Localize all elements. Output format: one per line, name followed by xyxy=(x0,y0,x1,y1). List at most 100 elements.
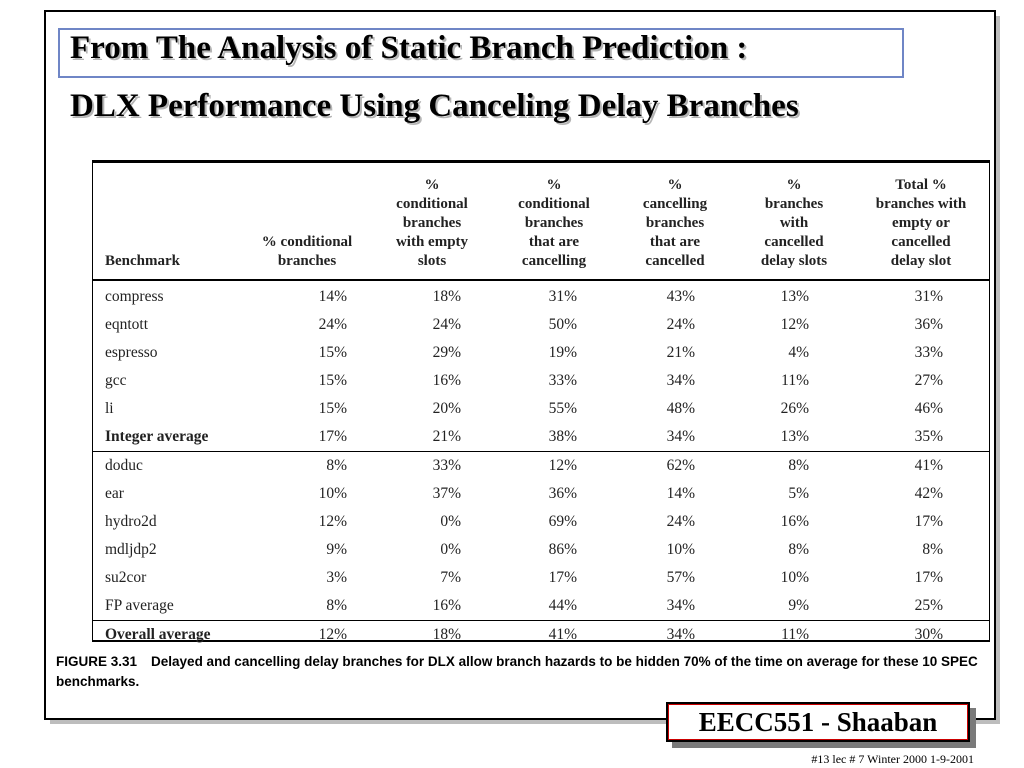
benchmark-name-cell: espresso xyxy=(105,344,158,361)
value-cell: 11% xyxy=(735,620,853,649)
value-cell: 0% xyxy=(440,513,461,530)
slide-frame-shadow-right xyxy=(996,16,1000,724)
value-cell: 8% xyxy=(735,451,853,480)
column-header-line: branches xyxy=(402,215,462,231)
value-cell: 34% xyxy=(666,372,695,389)
value-cell: 8% xyxy=(243,451,371,480)
benchmark-name-cell: compress xyxy=(105,288,164,305)
table-row: Overall average 12% 18% 41% 34% 11% 30% xyxy=(93,620,989,649)
slide-frame xyxy=(44,10,996,720)
column-header-line: slots xyxy=(417,253,447,269)
value-cell: 38% xyxy=(548,428,577,445)
column-header-line: conditional xyxy=(396,196,468,212)
value-cell: 27% xyxy=(914,372,943,389)
value-cell: 41% xyxy=(493,620,615,649)
column-header-line: Benchmark xyxy=(105,253,180,269)
value-cell: 7% xyxy=(440,569,461,586)
value-cell: 21% xyxy=(432,428,461,445)
column-header-line: % xyxy=(667,177,683,193)
column-header-0: Benchmark xyxy=(93,163,243,280)
value-cell: 8% xyxy=(788,541,809,558)
figure-caption: FIGURE 3.31 Delayed and cancelling delay … xyxy=(56,652,996,692)
column-header-6: Total % branches with empty or cancelled del… xyxy=(853,163,989,280)
value-cell: 29% xyxy=(432,344,461,361)
value-cell: 8% xyxy=(326,597,347,614)
value-cell: 44% xyxy=(548,597,577,614)
value-cell: 14% xyxy=(318,288,347,305)
value-cell: 9% xyxy=(788,597,809,614)
value-cell: 18% xyxy=(432,288,461,305)
value-cell: 24% xyxy=(666,316,695,333)
value-cell: 25% xyxy=(914,597,943,614)
course-badge-text: EECC551 - Shaaban xyxy=(698,707,938,737)
value-cell: 17% xyxy=(914,569,943,586)
value-cell: 20% xyxy=(432,400,461,417)
benchmark-name-cell: su2cor xyxy=(105,569,147,586)
value-cell: 5% xyxy=(788,485,809,502)
column-header-line: that are xyxy=(649,234,701,250)
slide-footer: #13 lec # 7 Winter 2000 1-9-2001 xyxy=(811,752,974,766)
column-header-line: branches xyxy=(764,196,824,212)
benchmark-name-cell: mdljdp2 xyxy=(105,541,157,558)
value-cell: 48% xyxy=(666,400,695,417)
value-cell: 69% xyxy=(548,513,577,530)
column-header-line: branches xyxy=(524,215,584,231)
title-box xyxy=(58,28,904,78)
value-cell: 62% xyxy=(615,451,735,480)
column-header-line: delay slots xyxy=(760,253,828,269)
column-header-line: cancelling xyxy=(521,253,587,269)
column-header-2: % conditional branches with empty slots xyxy=(371,163,493,280)
value-cell: 12% xyxy=(243,620,371,649)
slide-title-line2: DLX Performance Using Canceling Delay Br… xyxy=(70,88,799,124)
course-badge xyxy=(666,702,970,742)
column-header-line: delay slot xyxy=(890,253,952,269)
value-cell: 50% xyxy=(548,316,577,333)
column-header-line: cancelled xyxy=(764,234,824,250)
column-header-line: branches xyxy=(645,215,705,231)
value-cell: 10% xyxy=(666,541,695,558)
table-rule-top xyxy=(92,160,990,163)
value-cell: 35% xyxy=(914,428,943,445)
value-cell: 86% xyxy=(548,541,577,558)
benchmark-name-cell: doduc xyxy=(93,451,243,480)
column-header-line: empty or xyxy=(892,215,950,231)
table-row: hydro2d 12% 0% 69% 24% 16% 17% xyxy=(93,508,989,536)
value-cell: 14% xyxy=(666,485,695,502)
value-cell: 0% xyxy=(440,541,461,558)
benchmark-name-cell: eqntott xyxy=(105,316,149,333)
column-header-line: branches with xyxy=(875,196,967,212)
value-cell: 10% xyxy=(780,569,809,586)
value-cell: 36% xyxy=(914,316,943,333)
column-header-line: conditional xyxy=(518,196,590,212)
column-header-line: branches xyxy=(277,253,337,269)
table-row: ear 10% 37% 36% 14% 5% 42% xyxy=(93,480,989,508)
value-cell: 15% xyxy=(318,344,347,361)
value-cell: 11% xyxy=(781,372,809,389)
value-cell: 55% xyxy=(548,400,577,417)
table-row: eqntott 24% 24% 50% 24% 12% 36% xyxy=(93,311,989,339)
column-header-line: cancelling xyxy=(642,196,708,212)
table-row: doduc 8% 33% 12% 62% 8% 41% xyxy=(93,451,989,480)
value-cell: 24% xyxy=(432,316,461,333)
table-header-row: Benchmark% conditional branches% condition… xyxy=(93,163,989,280)
value-cell: 16% xyxy=(432,372,461,389)
value-cell: 57% xyxy=(666,569,695,586)
value-cell: 16% xyxy=(432,597,461,614)
caption-text: Delayed and cancelling delay branches fo… xyxy=(56,654,978,689)
value-cell: 33% xyxy=(371,451,493,480)
value-cell: 31% xyxy=(548,288,577,305)
value-cell: 9% xyxy=(326,541,347,558)
table-row: li 15% 20% 55% 48% 26% 46% xyxy=(93,395,989,423)
column-header-line: % xyxy=(546,177,562,193)
value-cell: 34% xyxy=(666,428,695,445)
value-cell: 33% xyxy=(914,344,943,361)
value-cell: 16% xyxy=(780,513,809,530)
value-cell: 42% xyxy=(914,485,943,502)
column-header-1: % conditional branches xyxy=(243,163,371,280)
value-cell: 12% xyxy=(318,513,347,530)
column-header-line: % xyxy=(786,177,802,193)
table-row: gcc 15% 16% 33% 34% 11% 27% xyxy=(93,367,989,395)
value-cell: 19% xyxy=(548,344,577,361)
value-cell: 43% xyxy=(666,288,695,305)
value-cell: 10% xyxy=(318,485,347,502)
